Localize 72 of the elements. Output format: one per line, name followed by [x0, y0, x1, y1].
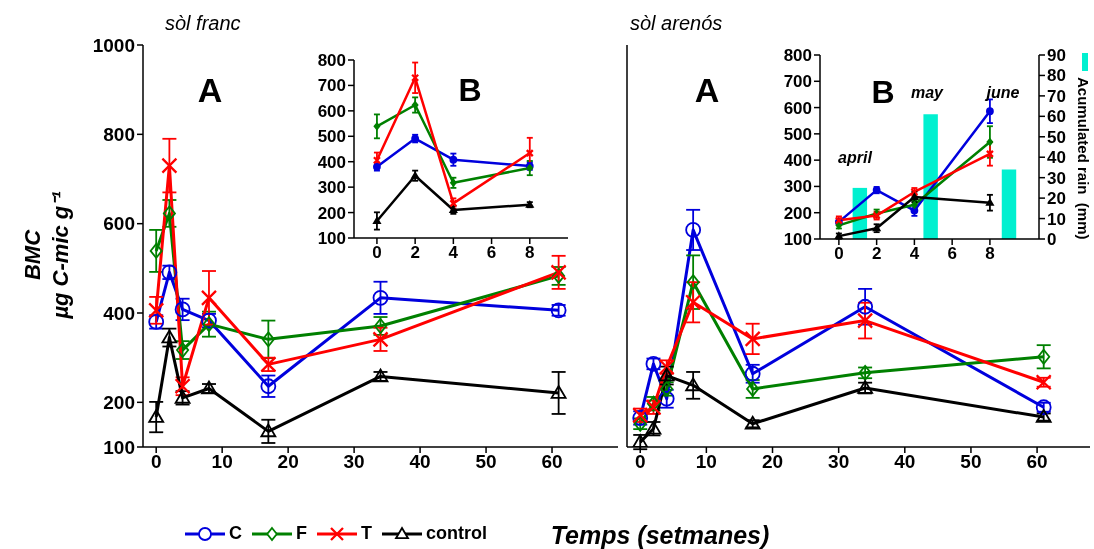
x-axis-title: Temps (setmanes) [550, 520, 770, 549]
x-tick-label: 10 [695, 451, 717, 473]
y-tick-label: 800 [783, 46, 812, 66]
x-tick-label: 50 [960, 451, 982, 473]
y-tick-label: 400 [317, 152, 346, 172]
y2-tick-label: 0 [1047, 230, 1057, 250]
x-tick-label: 8 [525, 243, 535, 263]
y2-tick-label: 30 [1047, 168, 1066, 188]
x-tick-label: 60 [541, 451, 563, 473]
y-tick-label: 1000 [92, 34, 135, 56]
y-tick-label: 600 [103, 213, 135, 235]
y2-tick-label: 20 [1047, 189, 1066, 209]
x-tick-label: 30 [343, 451, 365, 473]
y-tick-label: 800 [317, 51, 346, 71]
y-tick-label: 100 [317, 229, 346, 249]
y-tick-label: 300 [317, 178, 346, 198]
y-axis-title: BMC µg C-mic g⁻¹ [18, 191, 74, 319]
y-tick-label: 100 [783, 230, 812, 250]
x-tick-label: 20 [277, 451, 299, 473]
x-tick-label: 30 [828, 451, 850, 473]
annotation: B [871, 73, 895, 111]
legend-label: T [361, 523, 372, 544]
x-tick-label: 2 [871, 244, 882, 264]
x-tick-label: 10 [211, 451, 233, 473]
x-tick-label: 6 [947, 244, 957, 264]
y2-tick-label: 50 [1047, 127, 1066, 147]
annotation: april [838, 149, 872, 167]
x-tick-label: 0 [372, 243, 382, 263]
x-tick-label: 4 [909, 244, 920, 264]
y-tick-label: 600 [783, 98, 812, 118]
legend-label: F [296, 523, 307, 544]
y-tick-label: 200 [783, 203, 812, 223]
x-tick-label: 40 [409, 451, 431, 473]
annotation: june [986, 84, 1020, 102]
chart-title: sòl franc [165, 12, 241, 35]
y2-tick-label: 40 [1047, 148, 1066, 168]
x-tick-label: 0 [834, 244, 844, 264]
y-tick-label: 200 [317, 203, 346, 223]
x-tick-label: 6 [486, 243, 497, 263]
x-tick-label: 8 [985, 244, 995, 264]
annotation: B [458, 71, 482, 109]
y2-tick-label: 70 [1047, 86, 1066, 106]
y-tick-label: 200 [103, 392, 135, 414]
x-tick-label: 0 [634, 451, 646, 473]
y-tick-label: 800 [103, 124, 135, 146]
y-tick-label: 700 [317, 76, 346, 96]
x-tick-label: 0 [150, 451, 162, 473]
y-tick-label: 400 [103, 302, 135, 324]
annotation: A [694, 70, 720, 110]
y2-tick-label: 60 [1047, 107, 1066, 127]
y-tick-label: 700 [783, 72, 812, 92]
y2-axis-title: Acumulated rain (mm) [1075, 77, 1092, 240]
y-tick-label: 100 [103, 436, 135, 458]
y-tick-label: 300 [783, 177, 812, 197]
y2-tick-label: 10 [1047, 209, 1066, 229]
y-tick-label: 600 [317, 101, 346, 121]
legend-label: control [426, 523, 487, 544]
y-tick-label: 500 [317, 127, 346, 147]
x-tick-label: 50 [475, 451, 497, 473]
x-tick-label: 40 [894, 451, 916, 473]
y-tick-label: 500 [783, 124, 812, 144]
y-tick-label: 400 [783, 151, 812, 171]
x-tick-label: 20 [761, 451, 784, 473]
x-tick-label: 60 [1026, 451, 1048, 473]
annotation: may [910, 84, 944, 102]
chart-title: sòl arenós [630, 12, 723, 35]
y2-tick-label: 90 [1047, 46, 1066, 66]
x-tick-label: 2 [410, 243, 420, 263]
x-tick-label: 4 [448, 243, 459, 263]
legend-label: C [229, 523, 242, 544]
y2-tick-label: 80 [1047, 66, 1066, 86]
annotation: A [197, 70, 223, 110]
